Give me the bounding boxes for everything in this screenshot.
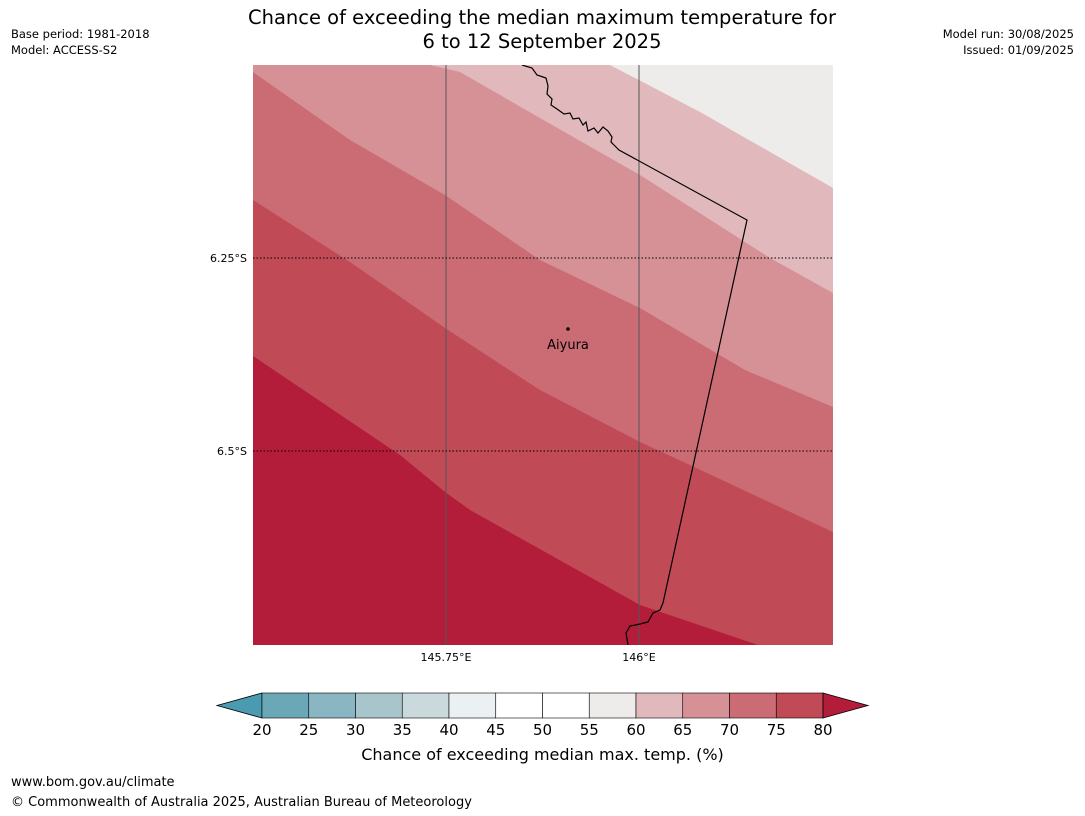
colorbar-tick-label: 40 bbox=[439, 721, 458, 739]
colorbar-segment bbox=[495, 692, 543, 719]
colorbar-segment bbox=[355, 692, 403, 719]
colorbar-label: Chance of exceeding median max. temp. (%… bbox=[361, 745, 724, 764]
lon-label-145-75: 145.75°E bbox=[421, 651, 472, 664]
model-run: Model run: 30/08/2025 bbox=[942, 27, 1074, 41]
colorbar-segment bbox=[542, 692, 590, 719]
lat-label-6-25: 6.25°S bbox=[210, 252, 247, 265]
colorbar-tick-label: 65 bbox=[673, 721, 692, 739]
colorbar-segment bbox=[401, 692, 450, 719]
map-panel bbox=[253, 65, 833, 645]
base-period: Base period: 1981-2018 bbox=[11, 27, 150, 41]
colorbar-segment bbox=[729, 692, 777, 719]
issued-date: Issued: 01/09/2025 bbox=[963, 43, 1074, 57]
band-55-60 bbox=[610, 65, 833, 188]
colorbar-tick-label: 75 bbox=[767, 721, 786, 739]
colorbar-tick-label: 45 bbox=[486, 721, 505, 739]
colorbar-tick-label: 20 bbox=[252, 721, 271, 739]
colorbar: 20 25 30 35 40 45 50 55 60 65 70 75 80 bbox=[215, 692, 870, 739]
colorbar-tick-label: 55 bbox=[580, 721, 599, 739]
colorbar-tick-label: 60 bbox=[626, 721, 645, 739]
colorbar-high-extend bbox=[822, 692, 870, 719]
colorbar-tick-label: 70 bbox=[720, 721, 739, 739]
colorbar-tick-label: 80 bbox=[813, 721, 832, 739]
colorbar-segment bbox=[448, 692, 497, 719]
colorbar-tick-label: 30 bbox=[346, 721, 365, 739]
page-title: Chance of exceeding the median maximum t… bbox=[142, 6, 942, 54]
colorbar-segment bbox=[635, 692, 684, 719]
place-marker bbox=[566, 327, 570, 331]
footer-copyright: © Commonwealth of Australia 2025, Austra… bbox=[11, 795, 472, 810]
title-line-2: 6 to 12 September 2025 bbox=[422, 30, 662, 53]
colorbar-segment bbox=[775, 692, 824, 719]
model-name: Model: ACCESS-S2 bbox=[11, 43, 118, 57]
meta-left: Base period: 1981-2018 Model: ACCESS-S2 bbox=[11, 26, 150, 58]
lat-label-6-5: 6.5°S bbox=[217, 445, 247, 458]
colorbar-tick-label: 25 bbox=[299, 721, 318, 739]
meta-right: Model run: 30/08/2025 Issued: 01/09/2025 bbox=[943, 26, 1074, 58]
colorbar-low-extend bbox=[215, 692, 263, 719]
place-aiyura: Aiyura bbox=[547, 327, 589, 353]
colorbar-segment bbox=[308, 692, 356, 719]
colorbar-segment bbox=[682, 692, 730, 719]
place-label: Aiyura bbox=[547, 338, 589, 353]
provincial-boundary bbox=[521, 65, 748, 645]
lon-label-146: 146°E bbox=[622, 651, 655, 664]
colorbar-segment bbox=[588, 692, 637, 719]
colorbar-tick-label: 50 bbox=[533, 721, 552, 739]
colorbar-tick-label: 35 bbox=[393, 721, 412, 739]
colorbar-segment bbox=[261, 692, 310, 719]
footer-url: www.bom.gov.au/climate bbox=[11, 775, 175, 790]
title-line-1: Chance of exceeding the median maximum t… bbox=[247, 6, 837, 29]
